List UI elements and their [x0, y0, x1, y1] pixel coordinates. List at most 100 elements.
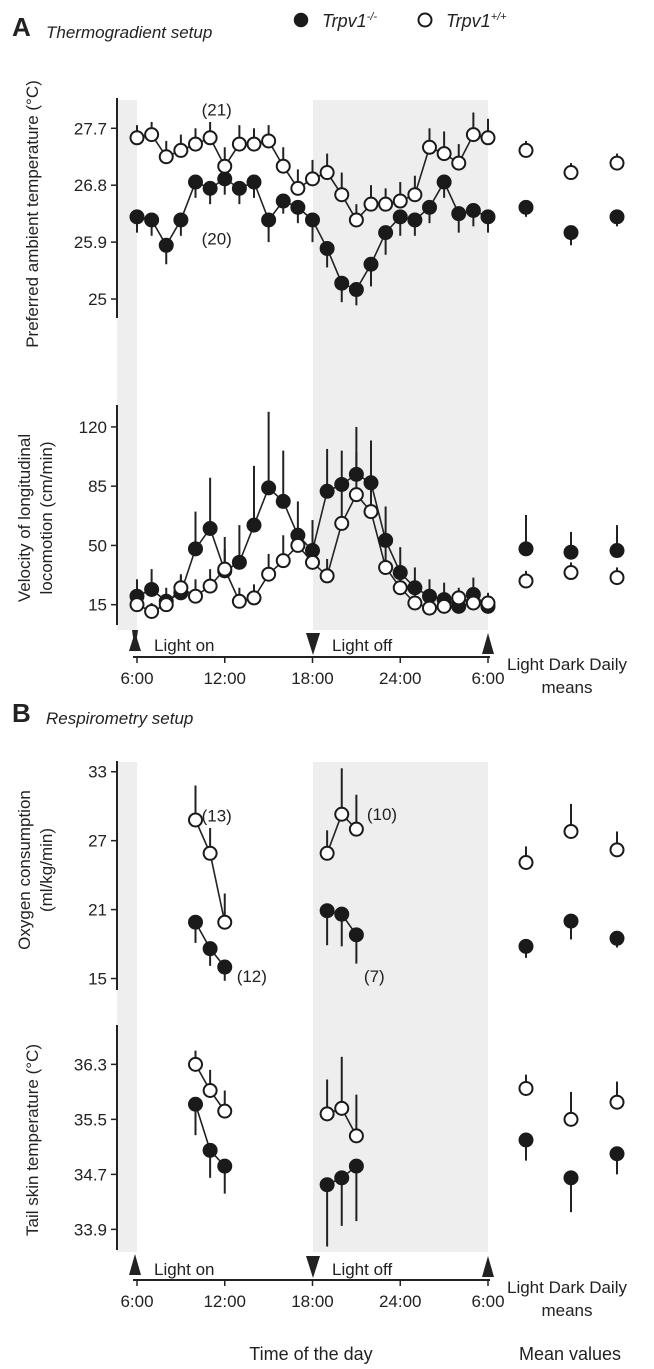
y-tick-label: 85 — [88, 477, 107, 496]
data-point-wildtype — [275, 158, 291, 174]
panel-b-means-header: Light Dark Daily — [507, 1278, 627, 1297]
data-point-knockout — [422, 199, 437, 215]
panel-b-title: Respirometry setup — [46, 709, 193, 728]
data-point-wildtype — [231, 593, 247, 609]
data-point-wildtype — [173, 142, 189, 158]
chart-preferred-temperature: 25 25.9 26.8 27.7 Preferred ambient temperat… — [23, 80, 625, 348]
data-point-wildtype — [436, 146, 452, 162]
mean-point-knockout — [563, 1170, 579, 1186]
data-point-knockout — [246, 517, 262, 533]
data-point-knockout — [188, 1096, 203, 1112]
data-point-wildtype — [158, 149, 174, 165]
mean-point-knockout — [609, 209, 625, 225]
data-point-knockout — [158, 237, 174, 253]
data-point-wildtype — [378, 196, 394, 212]
mean-point-wildtype — [609, 1094, 625, 1110]
mean-point-knockout — [518, 541, 534, 557]
data-point-wildtype — [392, 193, 408, 209]
data-point-knockout — [392, 209, 408, 225]
data-point-knockout — [348, 927, 364, 943]
data-point-knockout — [480, 209, 496, 225]
time-tick-label: 12:00 — [203, 669, 246, 688]
light-on-arrow-icon — [482, 633, 494, 654]
mean-point-knockout — [563, 544, 579, 560]
data-point-knockout — [188, 174, 203, 190]
y-axis-label: Velocity of longitudinal locomotion (cm/m… — [15, 434, 56, 602]
data-point-wildtype — [334, 1100, 350, 1116]
mean-point-knockout — [518, 938, 534, 954]
data-point-wildtype — [188, 1056, 203, 1072]
data-point-knockout — [465, 203, 481, 218]
data-point-wildtype — [348, 212, 364, 228]
light-on-arrow-icon — [129, 1254, 141, 1275]
data-point-knockout — [319, 240, 335, 256]
data-point-knockout — [202, 941, 218, 957]
data-point-knockout — [334, 906, 350, 922]
data-point-knockout — [334, 275, 350, 291]
data-point-wildtype — [202, 578, 218, 594]
mean-point-wildtype — [518, 854, 534, 870]
data-point-knockout — [217, 959, 233, 975]
data-point-knockout — [188, 541, 203, 557]
data-point-wildtype — [319, 845, 335, 861]
mean-point-knockout — [563, 225, 579, 241]
data-point-knockout — [275, 193, 291, 209]
data-point-knockout — [202, 1142, 218, 1158]
mean-point-wildtype — [609, 155, 625, 171]
data-point-knockout — [261, 480, 277, 496]
data-point-wildtype — [275, 553, 291, 569]
data-point-wildtype — [246, 590, 262, 606]
light-on-arrow-icon — [482, 1256, 494, 1277]
data-point-wildtype — [363, 196, 379, 212]
data-point-wildtype — [158, 597, 174, 613]
mean-point-wildtype — [563, 823, 579, 839]
panel-b-time-axis: Light on Light off 6:00 12:00 18:00 24:00 6:… — [120, 1254, 627, 1320]
legend: Trpv1-/- Trpv1+/+ — [293, 11, 507, 31]
data-point-wildtype — [422, 600, 437, 616]
data-point-wildtype — [305, 171, 320, 187]
data-point-wildtype — [407, 595, 423, 611]
mean-point-knockout — [518, 199, 534, 215]
data-point-wildtype — [202, 845, 218, 861]
data-point-wildtype — [188, 588, 203, 604]
data-point-knockout — [188, 914, 203, 930]
data-point-wildtype — [480, 130, 496, 146]
time-tick-label: 6:00 — [120, 669, 153, 688]
panel-a-light-on-label: Light on — [154, 636, 215, 655]
data-point-wildtype — [305, 554, 320, 570]
data-point-knockout — [363, 475, 379, 491]
data-point-wildtype — [465, 127, 481, 143]
data-point-knockout — [202, 521, 218, 537]
y-tick-label: 25.9 — [74, 233, 107, 252]
data-point-wildtype — [217, 1103, 233, 1119]
time-tick-label: 12:00 — [203, 1292, 246, 1311]
panel-a-title: Thermogradient setup — [46, 23, 212, 42]
sample-size-annotation: (13) — [202, 806, 232, 825]
data-point-knockout — [348, 466, 364, 482]
data-point-wildtype — [144, 127, 160, 143]
y-tick-label: 35.5 — [74, 1110, 107, 1129]
sample-size-annotation: (20) — [202, 229, 232, 248]
mean-point-wildtype — [563, 165, 579, 181]
data-point-knockout — [319, 903, 335, 919]
data-point-knockout — [275, 493, 291, 509]
y-tick-label: 27.7 — [74, 119, 107, 138]
time-tick-label: 24:00 — [379, 1292, 422, 1311]
legend-knockout-label: Trpv1-/- — [322, 11, 377, 31]
data-point-wildtype — [334, 187, 350, 203]
data-point-knockout — [261, 212, 277, 228]
data-point-knockout — [173, 212, 189, 228]
data-point-knockout — [334, 1170, 350, 1186]
y-tick-label: 36.3 — [74, 1055, 107, 1074]
data-point-knockout — [436, 174, 452, 190]
time-tick-label: 6:00 — [471, 1292, 504, 1311]
data-point-knockout — [231, 180, 247, 196]
means-axis-title: Mean values — [519, 1344, 621, 1364]
data-point-knockout — [305, 212, 320, 228]
data-point-knockout — [392, 565, 408, 581]
mean-point-wildtype — [609, 570, 625, 586]
data-point-knockout — [334, 476, 350, 492]
panel-a-time-axis: Light on Light off 6:00 12:00 18:00 24:00 6:… — [120, 630, 627, 697]
data-point-knockout — [378, 225, 394, 241]
